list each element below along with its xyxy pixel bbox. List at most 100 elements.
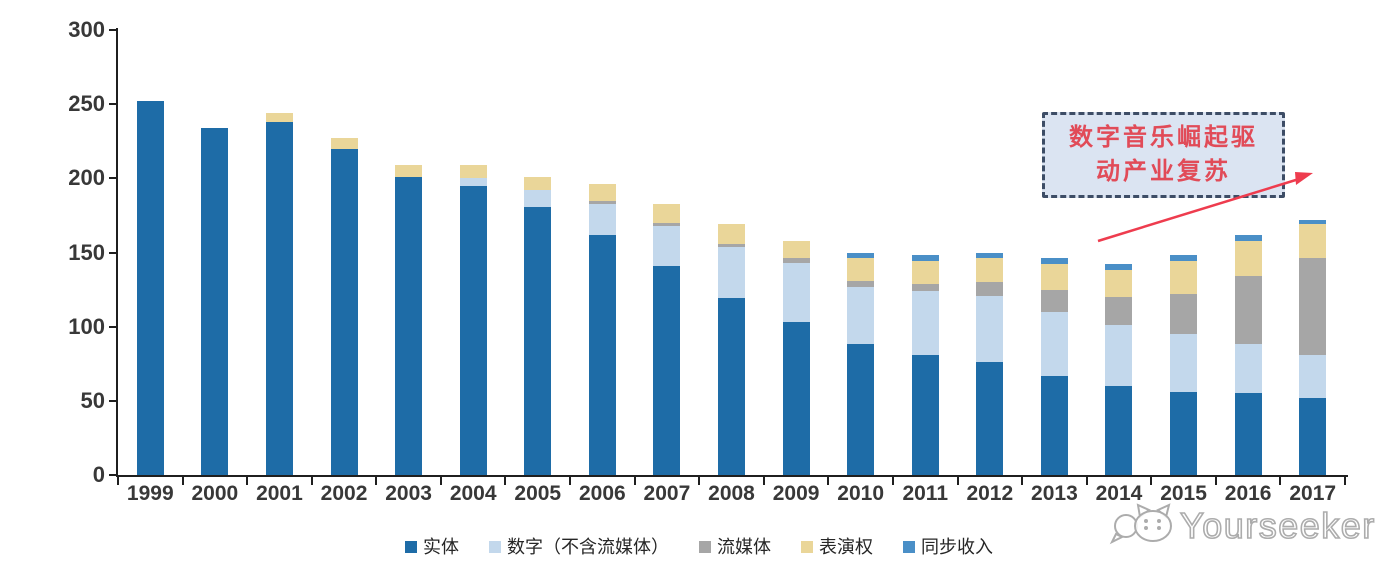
bar-2008-performance-rights bbox=[718, 224, 745, 244]
bar-2008-digital-excl-streaming bbox=[718, 246, 745, 299]
bar-2013-physical bbox=[1040, 375, 1068, 475]
x-tick-mark bbox=[181, 477, 184, 485]
bar-2010-streaming bbox=[847, 280, 875, 287]
legend-label-performance-rights: 表演权 bbox=[819, 537, 873, 557]
bar-2008-physical bbox=[718, 298, 745, 475]
bar-2013-performance-rights bbox=[1040, 264, 1068, 290]
x-tick-mark bbox=[375, 477, 378, 485]
bar-2007-digital-excl-streaming bbox=[653, 225, 681, 266]
legend-label-physical: 实体 bbox=[423, 537, 459, 557]
y-tick-label: 200 bbox=[68, 165, 105, 191]
y-tick-mark bbox=[109, 29, 118, 31]
annotation-text-line1: 数字音乐崛起驱 bbox=[1069, 124, 1258, 151]
bar-2001-performance-rights bbox=[265, 113, 293, 122]
bar-2017-performance-rights bbox=[1299, 224, 1327, 259]
bar-2004-performance-rights bbox=[459, 164, 487, 179]
bar-2005-performance-rights bbox=[524, 176, 552, 191]
bar-2017-digital-excl-streaming bbox=[1299, 354, 1327, 398]
x-axis-line bbox=[116, 475, 1348, 477]
bar-2017-sync-revenue bbox=[1299, 219, 1327, 225]
x-tick-mark bbox=[439, 477, 442, 485]
x-tick-label: 2003 bbox=[385, 482, 432, 505]
x-tick-label: 2011 bbox=[902, 482, 949, 505]
legend-swatch-digital-excl-streaming bbox=[489, 541, 501, 553]
bar-2011-performance-rights bbox=[911, 261, 939, 284]
bar-2012-digital-excl-streaming bbox=[976, 295, 1004, 363]
x-tick-mark bbox=[891, 477, 894, 485]
bar-2015-streaming bbox=[1170, 294, 1198, 335]
x-tick-mark bbox=[1150, 477, 1153, 485]
legend-item-performance-rights: 表演权 bbox=[801, 537, 873, 557]
annotation-text-line2: 动产业复苏 bbox=[1096, 158, 1231, 185]
bar-2007-performance-rights bbox=[653, 203, 681, 223]
x-tick-mark bbox=[1344, 477, 1346, 485]
bar-2014-performance-rights bbox=[1105, 270, 1133, 297]
x-tick-mark bbox=[698, 477, 701, 485]
bar-2011-digital-excl-streaming bbox=[911, 291, 939, 355]
y-tick-mark bbox=[109, 325, 118, 328]
bar-2011-streaming bbox=[911, 283, 939, 292]
bar-2003-performance-rights bbox=[395, 164, 423, 177]
y-tick-label: 50 bbox=[80, 387, 105, 413]
y-tick-mark bbox=[109, 251, 118, 254]
x-tick-label: 2000 bbox=[191, 482, 239, 505]
x-tick-label: 2016 bbox=[1224, 482, 1272, 505]
x-tick-label: 2017 bbox=[1289, 482, 1337, 505]
x-tick-mark bbox=[117, 477, 119, 485]
x-tick-label: 2006 bbox=[578, 482, 626, 505]
bar-2006-performance-rights bbox=[588, 184, 616, 201]
bar-2004-digital-excl-streaming bbox=[459, 178, 487, 186]
legend-label-sync-revenue: 同步收入 bbox=[921, 537, 993, 557]
x-tick-label: 2014 bbox=[1095, 482, 1143, 505]
bar-2005-digital-excl-streaming bbox=[524, 190, 552, 207]
bar-2010-physical bbox=[847, 344, 875, 475]
x-tick-mark bbox=[1085, 477, 1088, 485]
x-tick-label: 2005 bbox=[514, 482, 562, 505]
legend-item-sync-revenue: 同步收入 bbox=[903, 537, 993, 557]
x-tick-label: 2007 bbox=[643, 482, 691, 505]
x-tick-mark bbox=[956, 477, 959, 485]
bar-1999-physical bbox=[136, 101, 164, 475]
bar-2016-sync-revenue bbox=[1234, 234, 1262, 241]
legend-swatch-physical bbox=[405, 541, 417, 553]
bar-2016-physical bbox=[1234, 393, 1262, 475]
y-tick-label: 100 bbox=[68, 313, 105, 339]
y-tick-label: 150 bbox=[68, 239, 105, 265]
bar-2016-digital-excl-streaming bbox=[1234, 344, 1262, 394]
legend: 实体 数字（不含流媒体） 流媒体 表演权 同步收入 bbox=[0, 537, 1398, 557]
bar-2009-streaming bbox=[782, 258, 810, 263]
x-tick-label: 2013 bbox=[1031, 482, 1078, 505]
bar-2012-sync-revenue bbox=[976, 252, 1004, 259]
x-tick-label: 1999 bbox=[126, 482, 174, 505]
legend-item-streaming: 流媒体 bbox=[699, 537, 771, 557]
x-tick-mark bbox=[1279, 477, 1282, 485]
x-tick-mark bbox=[569, 477, 572, 485]
x-tick-label: 2010 bbox=[837, 482, 885, 505]
legend-item-digital-excl-streaming: 数字（不含流媒体） bbox=[489, 537, 669, 557]
legend-label-digital-excl-streaming: 数字（不含流媒体） bbox=[507, 537, 669, 557]
bar-2014-digital-excl-streaming bbox=[1105, 325, 1133, 386]
bar-2006-physical bbox=[588, 234, 616, 475]
y-tick-mark bbox=[109, 399, 118, 402]
bar-2004-physical bbox=[459, 185, 487, 475]
bar-2007-physical bbox=[653, 265, 681, 475]
x-tick-label: 2009 bbox=[772, 482, 820, 505]
bar-2009-performance-rights bbox=[782, 240, 810, 259]
legend-swatch-performance-rights bbox=[801, 541, 813, 553]
bar-2015-sync-revenue bbox=[1170, 255, 1198, 262]
bar-2006-digital-excl-streaming bbox=[588, 203, 616, 235]
legend-swatch-sync-revenue bbox=[903, 541, 915, 553]
x-tick-label: 2012 bbox=[966, 482, 1014, 505]
x-tick-mark bbox=[246, 477, 249, 485]
bar-2016-streaming bbox=[1234, 276, 1262, 345]
bar-2006-streaming bbox=[588, 200, 616, 204]
legend-item-physical: 实体 bbox=[405, 537, 459, 557]
bar-2002-physical bbox=[330, 148, 358, 475]
x-tick-label: 2002 bbox=[320, 482, 368, 505]
x-tick-mark bbox=[1214, 477, 1217, 485]
bar-2009-digital-excl-streaming bbox=[782, 262, 810, 323]
bar-2017-physical bbox=[1299, 397, 1327, 475]
bar-2014-sync-revenue bbox=[1105, 264, 1133, 271]
bar-2012-performance-rights bbox=[976, 258, 1004, 283]
